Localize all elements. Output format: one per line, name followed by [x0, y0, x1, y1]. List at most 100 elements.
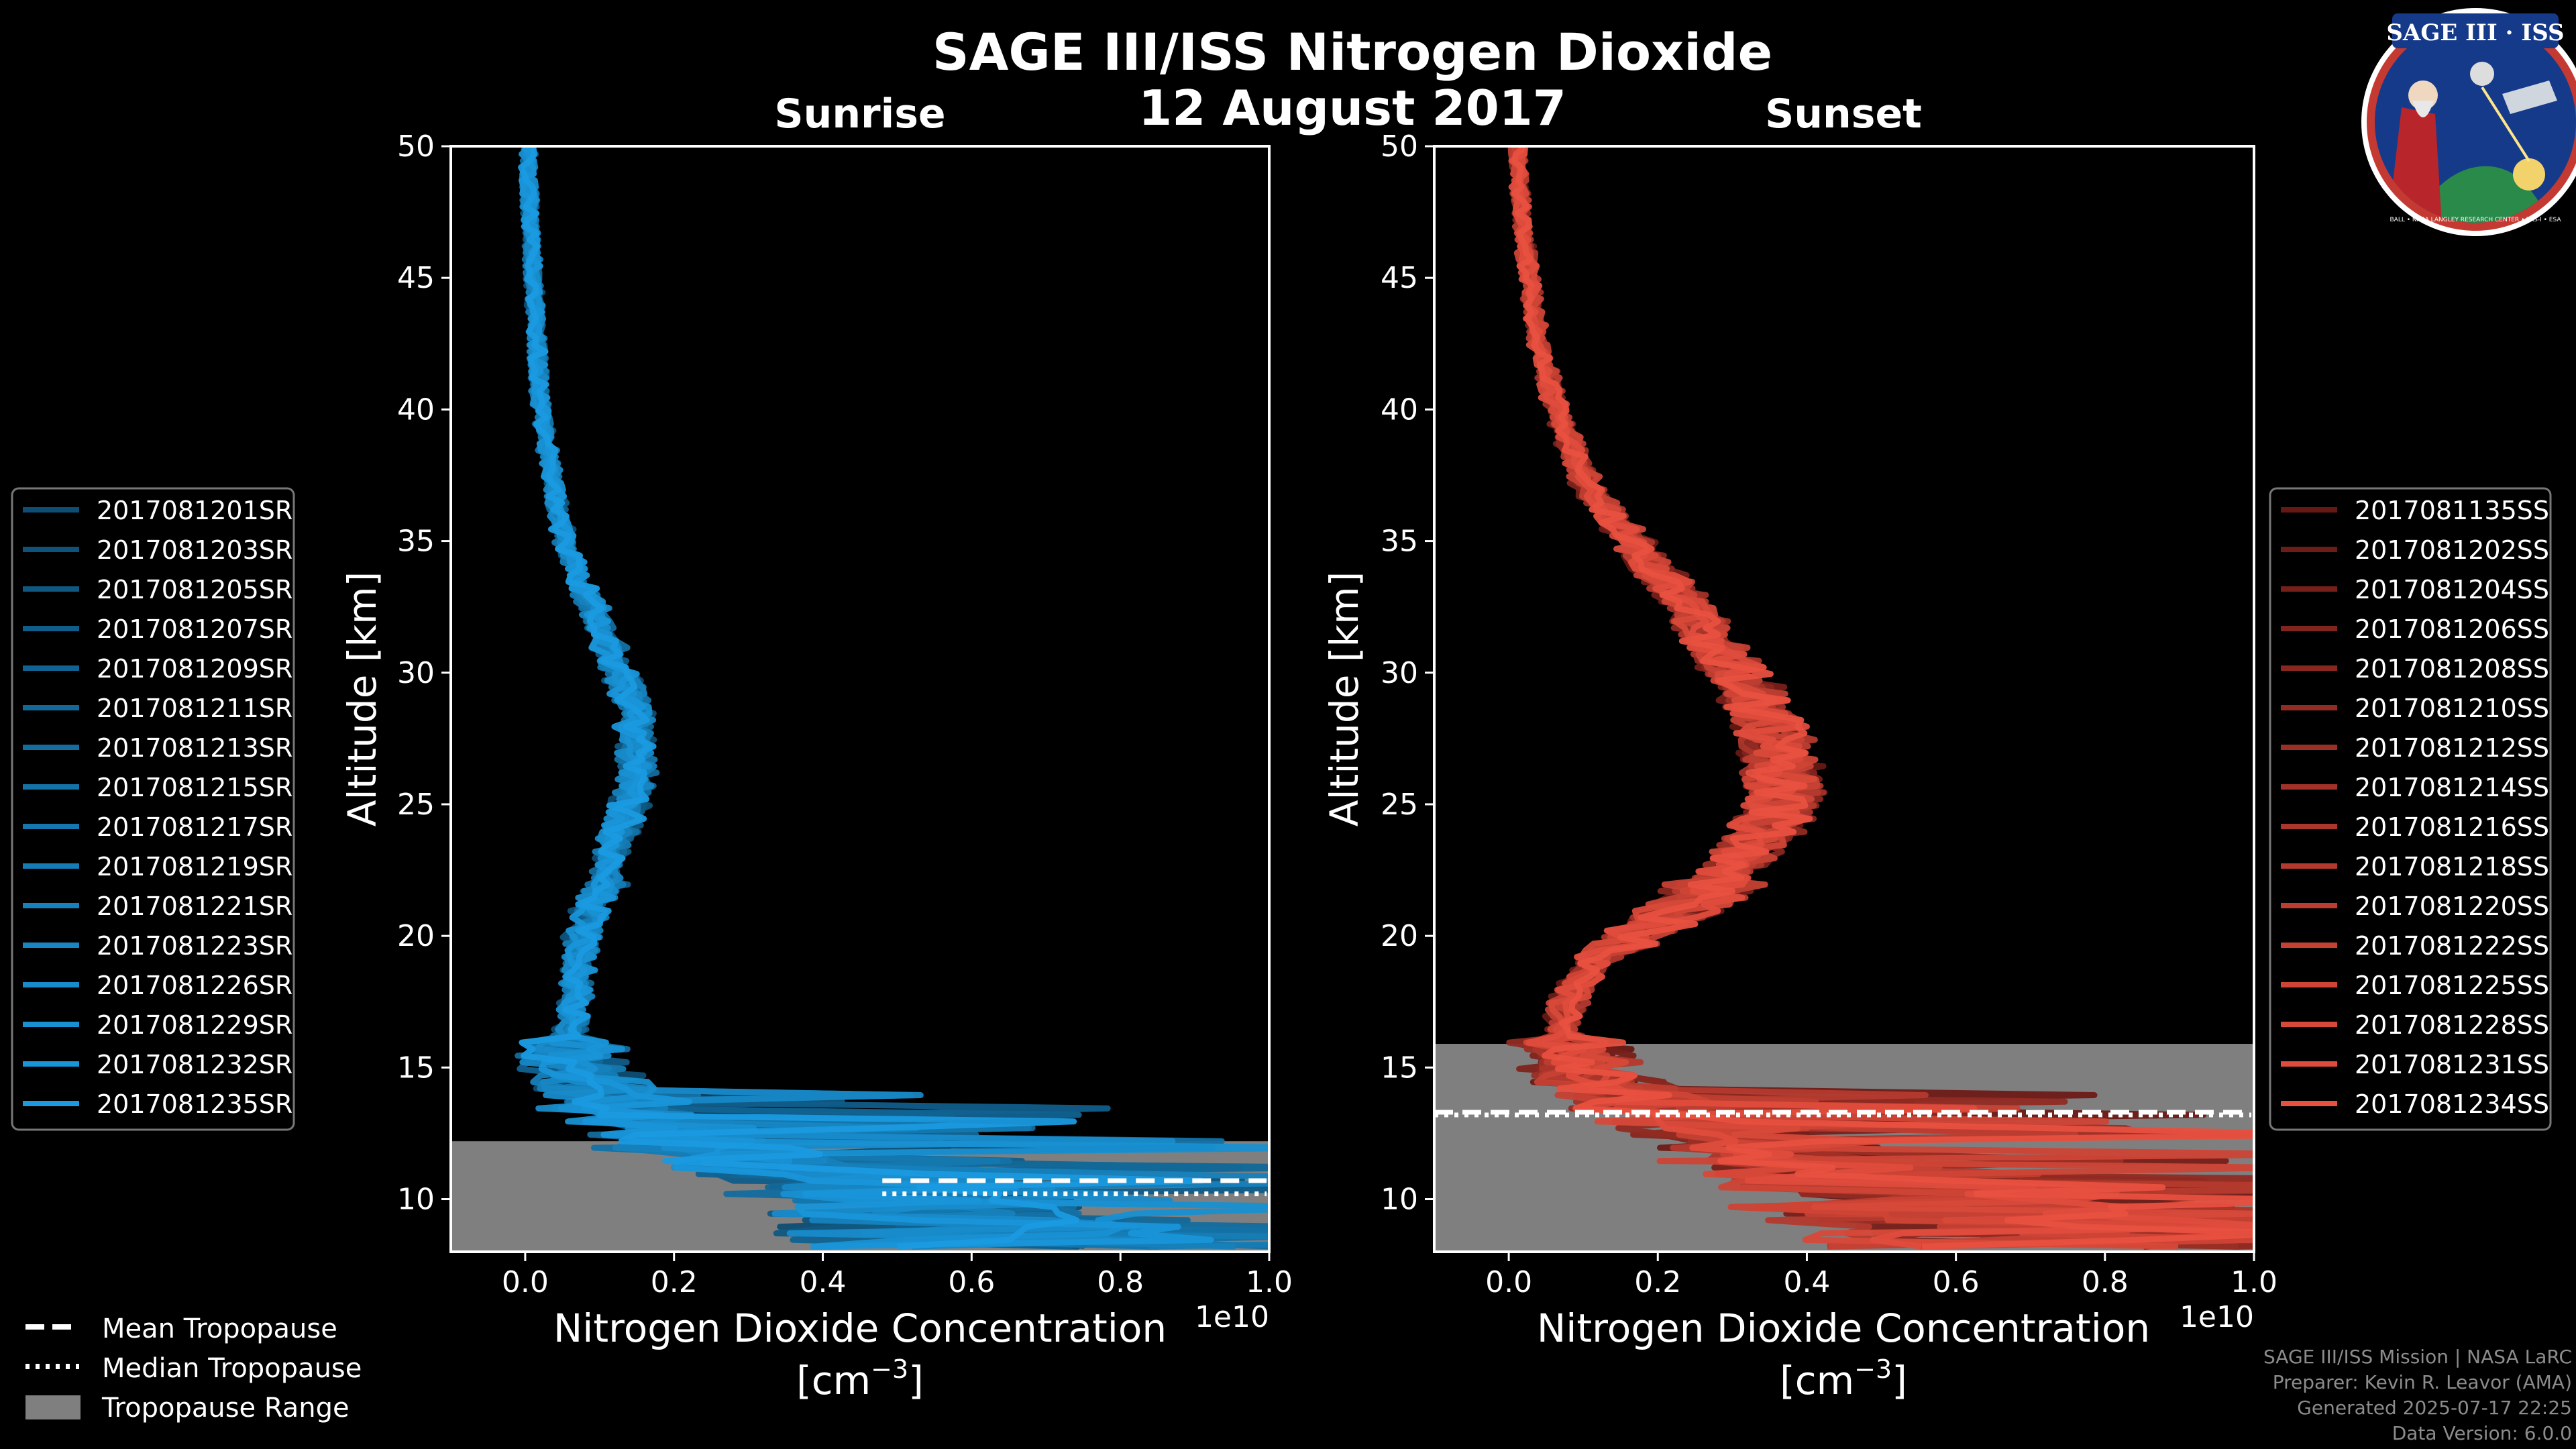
tropopause-range-legend-label: Tropopause Range — [101, 1393, 350, 1424]
legend-entry: 2017081221SR — [97, 892, 292, 921]
legend-entry: 2017081213SR — [97, 733, 292, 763]
legend-entry: 2017081232SR — [97, 1050, 292, 1079]
legend-entry: 2017081207SR — [97, 614, 292, 644]
sunrise-profile-line — [519, 146, 1269, 1250]
y-tick-label: 25 — [1381, 788, 1418, 822]
sunset-panel: 0.0 0.2 0.4 0.6 0.8 1.0 10 15 20 25 30 35 40 45 50 Nit… — [1322, 129, 2277, 1403]
tropopause-legend: Mean Tropopause Median Tropopause Tropop… — [25, 1313, 362, 1424]
sunset-x-axis-units: [cm−3] — [1780, 1354, 1907, 1403]
logo-sun — [2513, 158, 2545, 191]
y-tick-label: 45 — [1381, 261, 1418, 295]
legend-entry: 2017081234SS — [2355, 1089, 2549, 1119]
x-tick-label: 0.2 — [1634, 1265, 1681, 1299]
legend-entry: 2017081235SR — [97, 1089, 292, 1119]
footer-version: Data Version: 6.0.0 — [2392, 1422, 2572, 1444]
sunset-panel-title: Sunset — [1765, 91, 1922, 138]
sunset-y-axis-label: Altitude [km] — [1322, 572, 1367, 826]
sunset-x-axis-label: Nitrogen Dioxide Concentration — [1537, 1305, 2150, 1351]
legend-entry: 2017081135SS — [2355, 496, 2549, 525]
logo-name-text: SAGE III · ISS — [2386, 19, 2564, 46]
legend-entry: 2017081201SR — [97, 496, 292, 525]
legend-entry: 2017081220SS — [2355, 892, 2549, 921]
x-tick-label: 1.0 — [2231, 1265, 2277, 1299]
sunrise-x-scale-label: 1e10 — [1195, 1300, 1269, 1334]
median-tropopause-legend-label: Median Tropopause — [102, 1353, 362, 1384]
y-tick-label: 40 — [397, 392, 435, 427]
y-tick-label: 30 — [397, 656, 435, 690]
legend-entry: 2017081208SS — [2355, 654, 2549, 684]
sunrise-x-axis-label: Nitrogen Dioxide Concentration — [553, 1305, 1167, 1351]
y-tick-label: 35 — [1381, 525, 1418, 559]
legend-entry: 2017081204SS — [2355, 575, 2549, 604]
sunrise-legend: 2017081201SR 2017081203SR 2017081205SR 2017… — [11, 487, 295, 1131]
sunset-profile-line — [1511, 146, 2254, 1250]
y-tick-label: 45 — [397, 261, 435, 295]
legend-entry: 2017081202SS — [2355, 535, 2549, 565]
legend-entry: 2017081225SS — [2355, 971, 2549, 1000]
y-tick-label: 30 — [1381, 656, 1418, 690]
legend-entry: 2017081222SS — [2355, 931, 2549, 961]
sunrise-profile-line — [518, 147, 1205, 1250]
sunrise-axes-frame — [449, 145, 1271, 1253]
legend-entry: 2017081216SS — [2355, 812, 2549, 842]
sunrise-ticks: 0.0 0.2 0.4 0.6 0.8 1.0 10 15 20 25 30 35 40 45 50 — [397, 129, 1293, 1299]
sunset-x-scale-label: 1e10 — [2180, 1300, 2254, 1334]
legend-entry: 2017081209SR — [97, 654, 292, 684]
x-tick-label: 0.4 — [1783, 1265, 1830, 1299]
x-tick-label: 0.8 — [2082, 1265, 2129, 1299]
y-tick-label: 10 — [397, 1183, 435, 1217]
legend-entry: 2017081231SS — [2355, 1050, 2549, 1079]
y-tick-label: 20 — [397, 919, 435, 953]
y-tick-label: 25 — [397, 788, 435, 822]
logo-light-beam — [2481, 86, 2530, 162]
legend-entry: 2017081219SR — [97, 852, 292, 881]
sunrise-panel-title: Sunrise — [774, 91, 945, 138]
x-tick-label: 0.4 — [800, 1265, 847, 1299]
sunrise-profiles — [515, 146, 1269, 1250]
sunset-axes-frame — [1433, 145, 2255, 1253]
sage-iii-iss-mission-logo: SAGE III · ISS BALL • NASA LANGLEY RESEA… — [2361, 8, 2576, 236]
logo-name-plate — [2392, 13, 2559, 48]
mean-tropopause-legend-label: Mean Tropopause — [102, 1313, 337, 1344]
legend-entry: 2017081214SS — [2355, 773, 2549, 802]
legend-entry: 2017081203SR — [97, 535, 292, 565]
figure-title: SAGE III/ISS Nitrogen Dioxide — [932, 22, 1772, 82]
legend-entry: 2017081223SR — [97, 931, 292, 961]
y-tick-label: 20 — [1381, 919, 1418, 953]
x-tick-label: 1.0 — [1246, 1265, 1293, 1299]
figure-date: 12 August 2017 — [1138, 80, 1566, 136]
y-tick-label: 10 — [1381, 1183, 1418, 1217]
legend-entry: 2017081226SR — [97, 971, 292, 1000]
legend-entry: 2017081205SR — [97, 575, 292, 604]
legend-entry: 2017081229SR — [97, 1010, 292, 1040]
logo-wizard-beard — [2412, 101, 2434, 117]
logo-ring-text: BALL • NASA LANGLEY RESEARCH CENTER • TA… — [2390, 217, 2561, 223]
y-tick-label: 50 — [397, 129, 435, 164]
y-tick-label: 40 — [1381, 392, 1418, 427]
footer-preparer: Preparer: Kevin R. Leavor (AMA) — [2272, 1371, 2572, 1393]
y-tick-label: 50 — [1381, 129, 1418, 164]
x-tick-label: 0.2 — [651, 1265, 698, 1299]
legend-entry: 2017081217SR — [97, 812, 292, 842]
legend-entry: 2017081211SR — [97, 694, 292, 723]
legend-entry: 2017081210SS — [2355, 694, 2549, 723]
sunset-legend-frame — [2269, 487, 2552, 1131]
legend-entry: 2017081212SS — [2355, 733, 2549, 763]
logo-space-station — [2502, 80, 2557, 114]
sunset-ticks: 0.0 0.2 0.4 0.6 0.8 1.0 10 15 20 25 30 35 40 45 50 — [1381, 129, 2277, 1299]
legend-entry: 2017081206SS — [2355, 614, 2549, 644]
sunrise-panel: 0.0 0.2 0.4 0.6 0.8 1.0 10 15 20 25 30 35 40 45 50 Nit… — [339, 129, 1293, 1403]
y-tick-label: 15 — [397, 1051, 435, 1085]
legend-entry: 2017081218SS — [2355, 852, 2549, 881]
credits-footer: SAGE III/ISS Mission | NASA LaRC Prepare… — [2263, 1344, 2572, 1446]
y-tick-label: 35 — [397, 525, 435, 559]
tropopause-range-legend-swatch — [25, 1395, 80, 1419]
footer-generated: Generated 2025-07-17 22:25 — [2297, 1397, 2572, 1419]
legend-entry: 2017081228SS — [2355, 1010, 2549, 1040]
sunset-profiles — [1506, 146, 2254, 1250]
x-tick-label: 0.0 — [1485, 1265, 1532, 1299]
sunrise-profile-line — [519, 146, 1269, 1250]
sunrise-y-axis-label: Altitude [km] — [339, 572, 385, 826]
sunrise-legend-frame — [11, 487, 295, 1131]
